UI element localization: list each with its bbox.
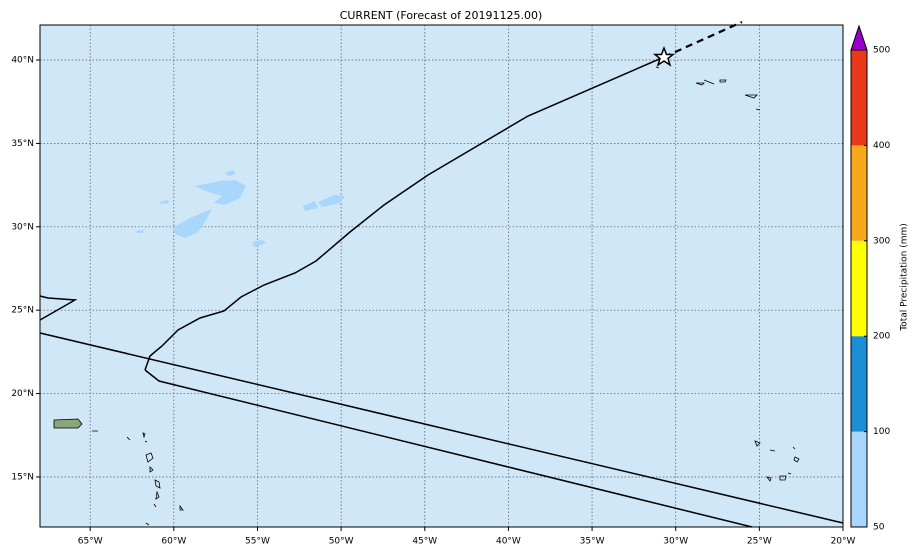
x-tick-label: 65°W <box>78 537 103 547</box>
colorbar: 50 100 200 300 400 500 <box>850 24 890 533</box>
x-tick-label: 60°W <box>161 537 186 547</box>
colorbar-tick-label: 100 <box>873 427 890 437</box>
storm-track <box>39 20 844 528</box>
colorbar-tick-label: 400 <box>873 141 890 151</box>
y-tick-label: 40°N <box>11 56 34 66</box>
islands <box>53 66 800 526</box>
colorbar-tick-label: 50 <box>873 523 885 533</box>
x-tick-label: 45°W <box>412 537 437 547</box>
x-tick-label: 30°W <box>663 537 688 547</box>
colorbar-frame <box>850 49 868 528</box>
grid <box>40 25 844 527</box>
colorbar-extend <box>850 24 868 51</box>
y-tick-label: 35°N <box>11 139 34 149</box>
colorbar-segment <box>851 145 867 241</box>
x-tick-label: 50°W <box>329 537 354 547</box>
colorbar-tick-label: 200 <box>873 332 890 342</box>
colorbar-segment <box>851 50 867 146</box>
x-tick-label: 40°W <box>496 537 521 547</box>
map-frame <box>39 24 844 528</box>
current-position-marker <box>652 45 676 67</box>
y-tick-label: 30°N <box>11 222 34 232</box>
colorbar-label: Total Precipitation (mm) <box>900 223 910 332</box>
colorbar-segment <box>851 431 867 527</box>
precipitation-areas <box>136 170 345 247</box>
colorbar-segment <box>851 336 867 432</box>
map-background <box>40 25 843 527</box>
y-tick-label: 25°N <box>11 306 34 316</box>
x-tick-label: 20°W <box>831 537 856 547</box>
x-tick-label: 25°W <box>747 537 772 547</box>
axes: 65°W 60°W 55°W 50°W 45°W 40°W 35°W 30°W 25°W 20°W… <box>11 56 855 547</box>
x-tick-label: 55°W <box>245 537 270 547</box>
y-tick-label: 20°N <box>11 389 34 399</box>
colorbar-segment <box>851 240 867 337</box>
map-title: CURRENT (Forecast of 20191125.00) <box>340 9 543 22</box>
colorbar-tick-label: 300 <box>873 236 890 246</box>
colorbar-tick-label: 500 <box>873 46 890 56</box>
y-tick-label: 15°N <box>11 472 34 482</box>
x-tick-label: 35°W <box>580 537 605 547</box>
